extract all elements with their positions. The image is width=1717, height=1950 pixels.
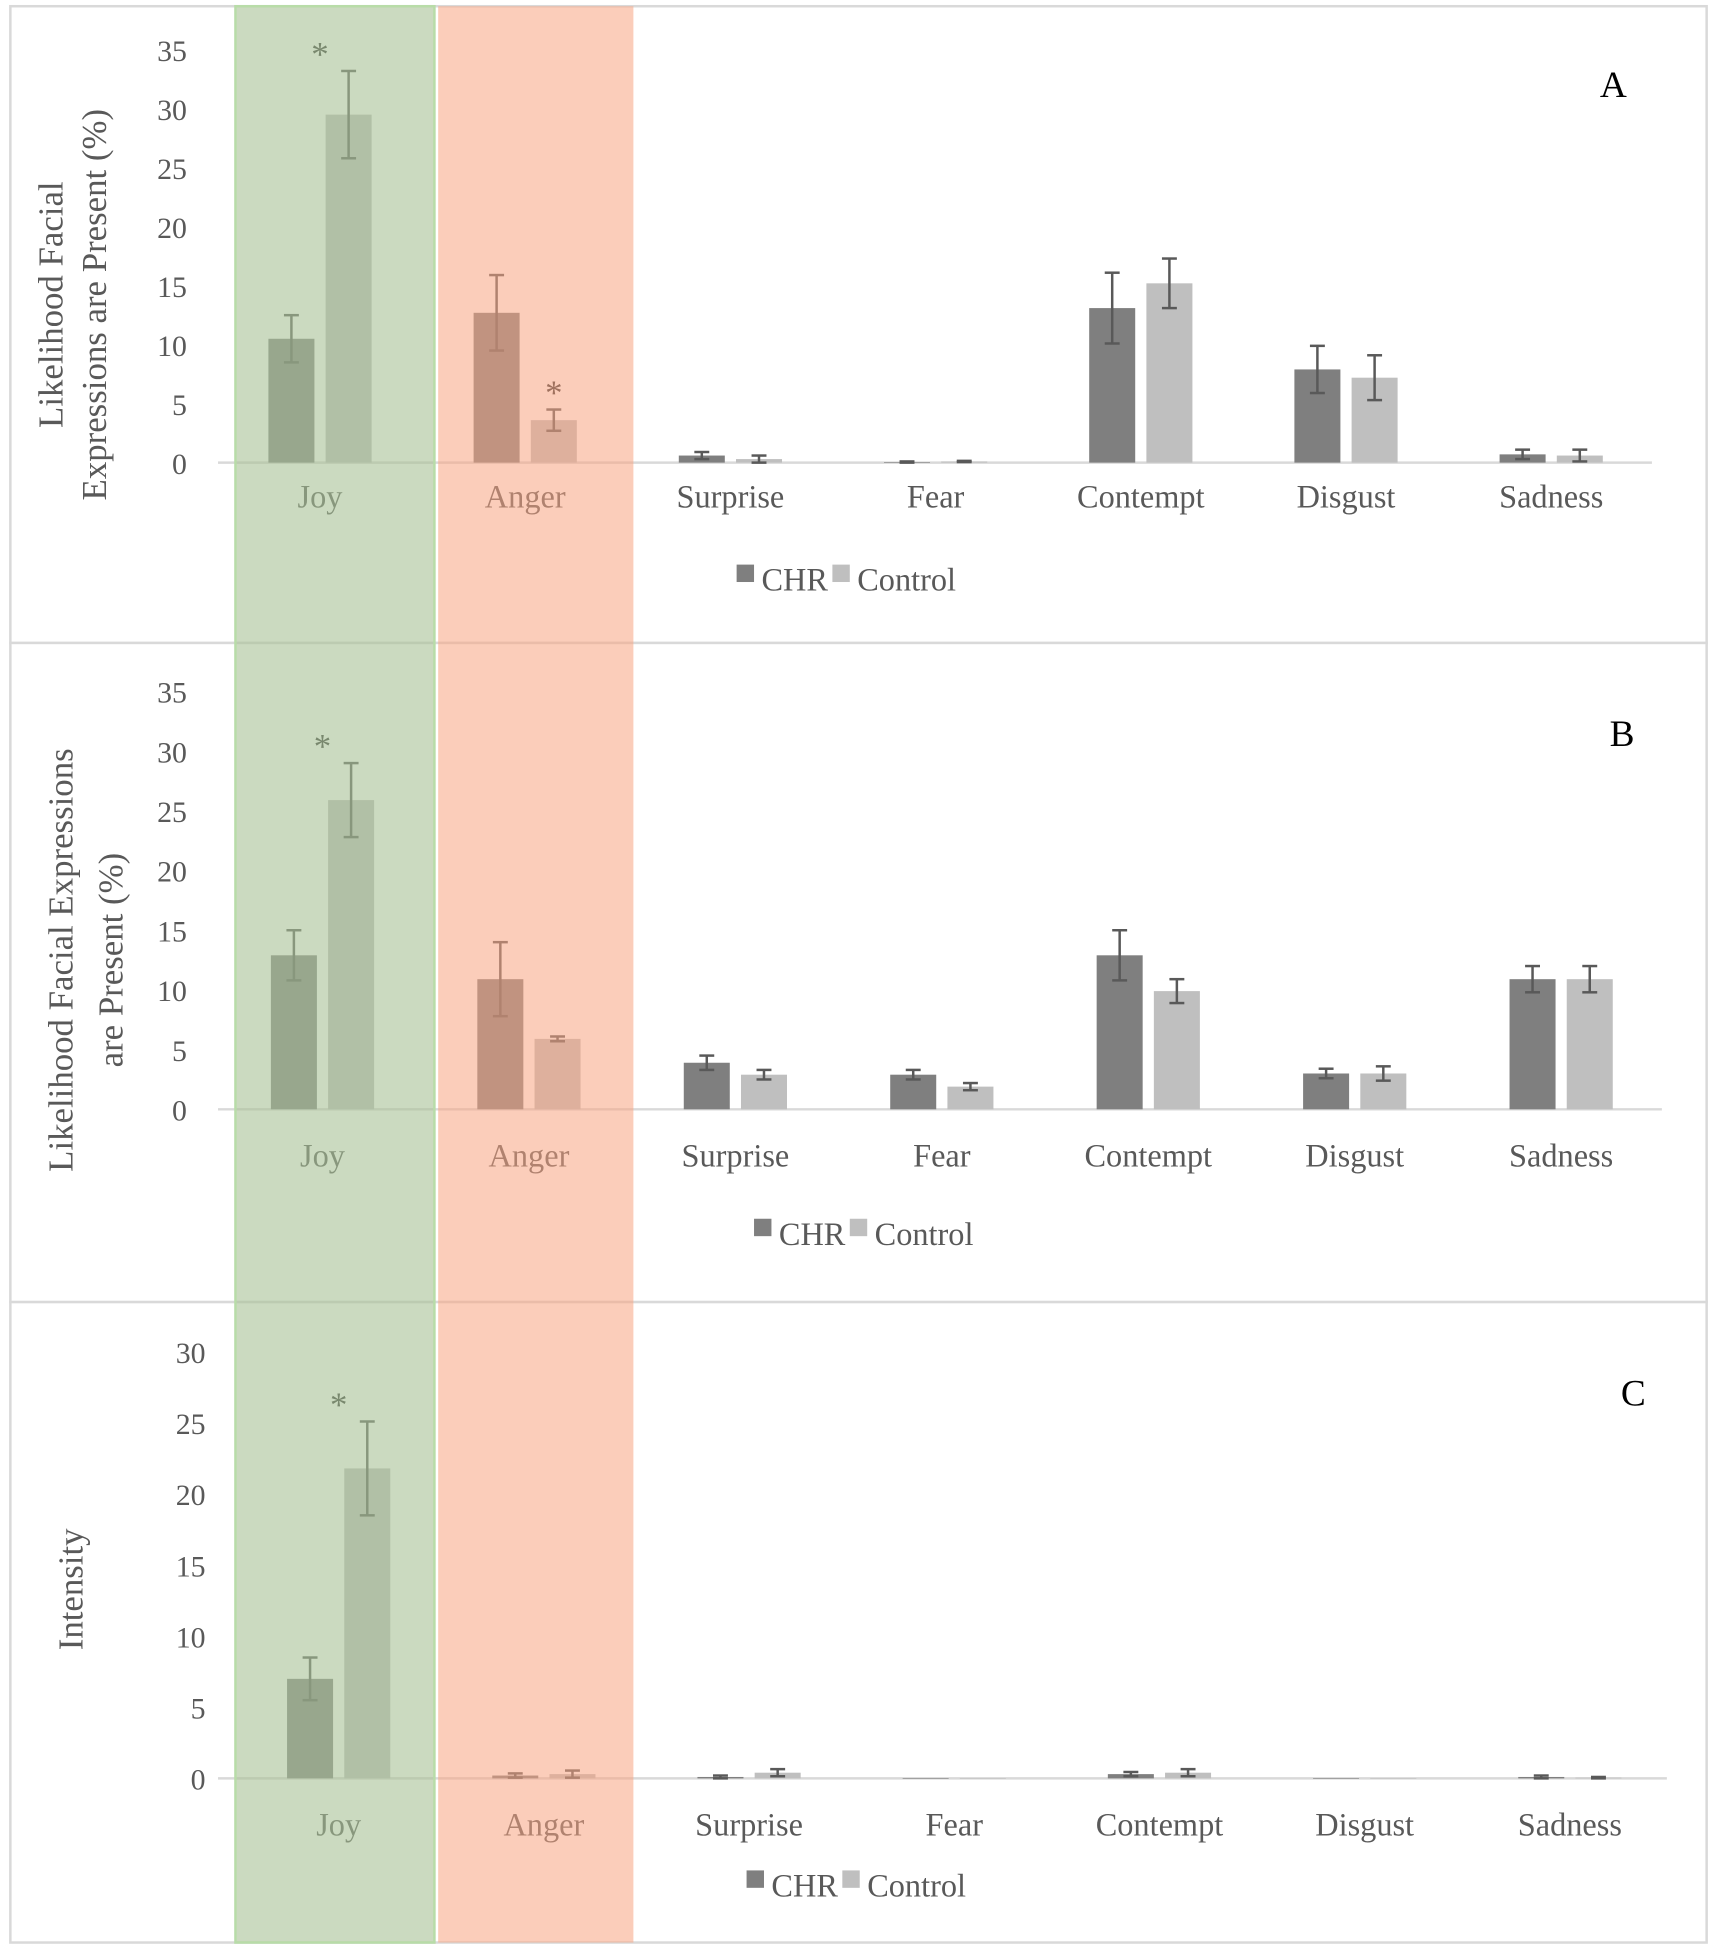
legend-swatch-control <box>842 1870 860 1888</box>
bar-control <box>1370 1778 1417 1780</box>
x-category-label: Fear <box>907 478 965 514</box>
legend-label-chr: CHR <box>771 1868 838 1904</box>
y-tick-label: 30 <box>157 736 187 769</box>
bar-control <box>1566 979 1613 1110</box>
legend-swatch-chr <box>736 564 755 583</box>
bar-control <box>1153 991 1200 1110</box>
x-category-label: Sadness <box>1518 1807 1622 1843</box>
x-category-label: Contempt <box>1096 1807 1224 1843</box>
x-category-label: Sadness <box>1499 478 1603 514</box>
legend-swatch-control <box>849 1218 868 1237</box>
y-tick-label: 10 <box>176 1621 206 1654</box>
legend-label-control: Control <box>857 562 956 598</box>
y-tick-label: 10 <box>157 330 187 363</box>
y-tick-label: 25 <box>176 1408 206 1441</box>
y-tick-label: 0 <box>172 1095 187 1128</box>
y-tick-label: 30 <box>176 1337 206 1370</box>
y-tick-label: 5 <box>191 1692 206 1725</box>
x-category-label: Fear <box>926 1807 984 1843</box>
x-category-label: Disgust <box>1297 478 1396 514</box>
legend-label-chr: CHR <box>779 1216 846 1252</box>
x-category-label: Fear <box>913 1138 971 1174</box>
x-category-label: Sadness <box>1509 1138 1613 1174</box>
legend-swatch-control <box>832 564 850 583</box>
legend-swatch-chr <box>754 1218 772 1237</box>
y-axis-title: Intensity <box>51 1528 90 1650</box>
bar-control <box>947 1086 994 1110</box>
x-category-label: Disgust <box>1305 1138 1404 1174</box>
y-tick-label: 5 <box>172 1035 187 1068</box>
y-tick-label: 35 <box>157 35 187 68</box>
y-axis-title: Expressions are Present (%) <box>75 109 114 501</box>
y-tick-label: 20 <box>157 856 187 889</box>
y-tick-label: 10 <box>157 975 187 1008</box>
panel-letter: B <box>1610 714 1635 755</box>
joy-highlight-band <box>234 4 436 1944</box>
panel-letter: A <box>1600 65 1627 106</box>
x-category-label: Surprise <box>695 1807 803 1843</box>
y-tick-label: 30 <box>157 94 187 127</box>
y-tick-label: 15 <box>157 271 187 304</box>
panel-letter: C <box>1621 1373 1646 1414</box>
legend-label-control: Control <box>875 1216 974 1252</box>
y-axis-title: Likelihood Facial Expressions <box>42 748 81 1171</box>
y-tick-label: 25 <box>157 796 187 829</box>
bar-control <box>1146 283 1193 463</box>
x-category-label: Disgust <box>1315 1807 1414 1843</box>
y-axis-title: Likelihood Facial <box>32 181 71 428</box>
x-category-label: Surprise <box>677 478 785 514</box>
legend-label-chr: CHR <box>761 562 828 598</box>
y-tick-label: 5 <box>172 389 187 422</box>
y-axis-title: are Present (%) <box>91 853 130 1068</box>
x-category-label: Contempt <box>1077 478 1205 514</box>
anger-highlight-band <box>438 6 634 1943</box>
y-tick-label: 20 <box>176 1479 206 1512</box>
legend-label-control: Control <box>867 1868 966 1904</box>
y-tick-label: 25 <box>157 153 187 186</box>
y-tick-label: 15 <box>157 915 187 948</box>
bar-chr <box>1509 979 1556 1110</box>
y-tick-label: 0 <box>172 448 187 481</box>
y-tick-label: 15 <box>176 1550 206 1583</box>
x-category-label: Surprise <box>682 1138 790 1174</box>
legend-swatch-chr <box>746 1870 764 1888</box>
bar-control <box>959 1778 1006 1780</box>
bar-chr <box>1313 1778 1360 1780</box>
bar-chr <box>902 1778 949 1780</box>
y-tick-label: 20 <box>157 212 187 245</box>
x-category-label: Contempt <box>1085 1138 1213 1174</box>
y-tick-label: 35 <box>157 677 187 710</box>
y-tick-label: 0 <box>191 1764 206 1797</box>
